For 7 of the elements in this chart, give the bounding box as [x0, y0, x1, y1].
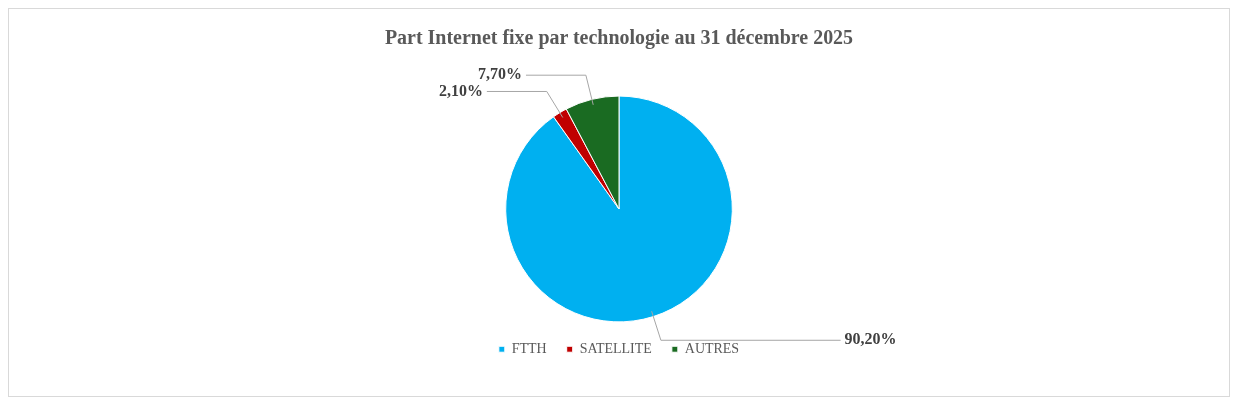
- legend-label: SATELLITE: [579, 340, 652, 356]
- legend-label: AUTRES: [684, 340, 740, 356]
- chart-title: Part Internet fixe par technologie au 31 décembre 2025: [384, 26, 854, 49]
- data-label: 7,70%: [478, 65, 522, 83]
- data-label: 90,20%: [844, 330, 897, 348]
- data-label: 2,10%: [438, 81, 483, 99]
- legend-label: FTTH: [511, 340, 547, 356]
